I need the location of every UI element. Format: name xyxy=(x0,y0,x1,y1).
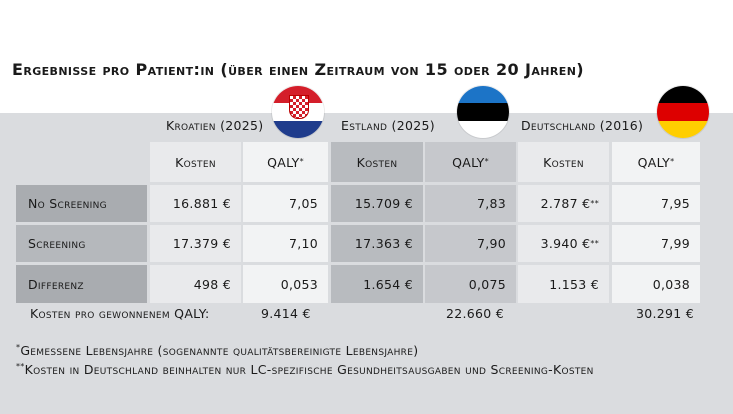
header-kosten-hr: Kosten xyxy=(150,142,241,182)
table-cell: 3.940 € ** xyxy=(518,225,609,262)
table-cell: 0,038 xyxy=(612,265,700,303)
table-cell: 2.787 € ** xyxy=(518,185,609,222)
header-qaly-de: QALY * xyxy=(612,142,700,182)
table-cell: 7,90 xyxy=(425,225,516,262)
table-cell: 7,05 xyxy=(243,185,328,222)
table-cell: 7,99 xyxy=(612,225,700,262)
header-kosten-de: Kosten xyxy=(518,142,609,182)
table-cell: 17.379 € xyxy=(150,225,241,262)
table-cell: 16.881 € xyxy=(150,185,241,222)
table-cell: 1.153 € xyxy=(518,265,609,303)
summary-value-ee: 22.660 € xyxy=(446,306,505,321)
table-cell: 1.654 € xyxy=(331,265,423,303)
country-germany: Deutschland (2016) xyxy=(521,118,644,133)
table-cell: 7,10 xyxy=(243,225,328,262)
table-cell: 0,075 xyxy=(425,265,516,303)
table-cell: 0,053 xyxy=(243,265,328,303)
country-estonia: Estland (2025) xyxy=(341,118,435,133)
table-cell: 17.363 € xyxy=(331,225,423,262)
row-label-screening: Screening xyxy=(16,225,147,262)
summary-value-de: 30.291 € xyxy=(636,306,695,321)
germany-flag-icon xyxy=(657,86,709,138)
table-cell: 15.709 € xyxy=(331,185,423,222)
summary-label: Kosten pro gewonnenem QALY: xyxy=(30,306,210,321)
header-qaly-hr: QALY * xyxy=(243,142,328,182)
table-cell: 7,95 xyxy=(612,185,700,222)
estonia-flag-icon xyxy=(457,86,509,138)
table-cell: 7,83 xyxy=(425,185,516,222)
croatia-flag-icon xyxy=(272,86,324,138)
page-title: Ergebnisse pro Patient:in (über einen Ze… xyxy=(12,60,585,79)
row-label-differenz: Differenz xyxy=(16,265,147,303)
country-croatia: Kroatien (2025) xyxy=(166,118,264,133)
header-kosten-ee: Kosten xyxy=(331,142,423,182)
summary-value-hr: 9.414 € xyxy=(261,306,311,321)
header-qaly-ee: QALY * xyxy=(425,142,516,182)
table-cell: 498 € xyxy=(150,265,241,303)
footnote-one: *Gemessene Lebensjahre (sogenannte quali… xyxy=(16,342,419,358)
row-label-no-screening: No Screening xyxy=(16,185,147,222)
footnote-two: **Kosten in Deutschland beinhalten nur L… xyxy=(16,361,594,377)
